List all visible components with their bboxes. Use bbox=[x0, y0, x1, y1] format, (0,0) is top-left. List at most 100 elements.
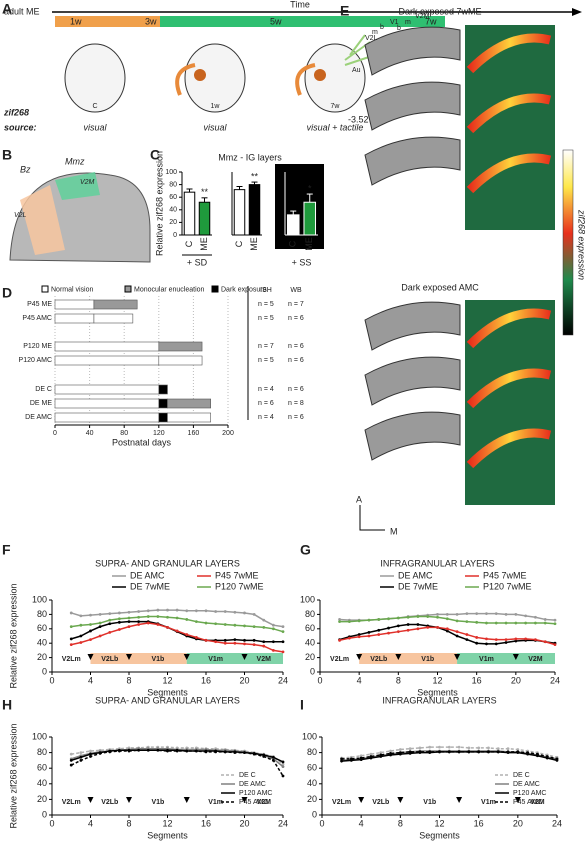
x-tick-label: 20 bbox=[239, 818, 249, 828]
legend-label: DE AMC bbox=[398, 570, 433, 580]
legend-label: DE AMC bbox=[513, 781, 540, 788]
region-label: V2Lb bbox=[101, 656, 118, 663]
point bbox=[98, 634, 102, 638]
point bbox=[194, 749, 198, 753]
point bbox=[69, 637, 73, 641]
region-label: V1b bbox=[421, 656, 434, 663]
point bbox=[416, 615, 420, 618]
point bbox=[377, 633, 381, 636]
boundary-marker bbox=[397, 797, 404, 803]
column-header: ISH bbox=[260, 287, 272, 294]
point bbox=[281, 760, 285, 764]
chart-title: SUPRA- AND GRANULAR LAYERS bbox=[95, 695, 240, 705]
panel-letter: A bbox=[2, 1, 12, 17]
point bbox=[496, 747, 500, 751]
heat-band bbox=[466, 93, 552, 134]
point bbox=[271, 759, 275, 762]
bar bbox=[286, 214, 300, 236]
point bbox=[387, 626, 390, 630]
x-tick-label: 8 bbox=[126, 818, 131, 828]
point bbox=[445, 629, 449, 633]
heat-band bbox=[466, 368, 552, 409]
point bbox=[340, 759, 343, 763]
region-label: V1m bbox=[479, 656, 494, 663]
bar bbox=[248, 184, 261, 236]
point bbox=[475, 620, 479, 624]
n-label: n = 6 bbox=[288, 386, 304, 393]
point bbox=[146, 615, 150, 618]
point bbox=[359, 756, 363, 760]
n-label: n = 8 bbox=[288, 400, 304, 407]
n-label: n = 6 bbox=[288, 343, 304, 350]
point bbox=[526, 751, 530, 754]
point bbox=[281, 630, 285, 634]
chart-title: SUPRA- AND GRANULAR LAYERS bbox=[95, 558, 240, 568]
x-tick-label: 8 bbox=[126, 675, 131, 685]
week-label: 5w bbox=[270, 16, 282, 26]
point bbox=[281, 774, 285, 778]
y-tick-label: 0 bbox=[42, 666, 47, 676]
point bbox=[271, 623, 275, 627]
point bbox=[223, 610, 227, 613]
region-label: V2L bbox=[14, 212, 27, 219]
point bbox=[127, 616, 131, 620]
point bbox=[243, 624, 246, 628]
week-label: 7w bbox=[425, 16, 437, 26]
y-tick-label: 60 bbox=[37, 623, 47, 633]
series-line bbox=[341, 751, 558, 760]
point bbox=[543, 621, 547, 625]
x-tick-label: 200 bbox=[222, 430, 234, 437]
point bbox=[214, 750, 218, 754]
region-label: V1m bbox=[208, 799, 223, 806]
legend-label: Normal vision bbox=[51, 286, 94, 293]
panel-letter: H bbox=[2, 697, 12, 713]
y-tick-label: 60 bbox=[37, 763, 47, 773]
point bbox=[175, 616, 179, 620]
segment bbox=[167, 398, 211, 409]
point bbox=[338, 620, 341, 623]
point bbox=[455, 630, 459, 634]
point bbox=[223, 638, 227, 642]
point bbox=[281, 625, 285, 629]
x-tick-label: 160 bbox=[188, 430, 200, 437]
time-label: Time bbox=[290, 0, 310, 9]
chart-title: INFRAGRANULAR LAYERS bbox=[382, 695, 496, 705]
x-tick-label: 0 bbox=[317, 675, 322, 685]
x-tick-label: 80 bbox=[120, 430, 128, 437]
point bbox=[398, 748, 402, 751]
panel-letter: F bbox=[2, 542, 11, 558]
n-label: n = 7 bbox=[288, 301, 304, 308]
head-label: C bbox=[92, 103, 97, 110]
heat-band bbox=[466, 153, 552, 194]
region-label: V2M bbox=[80, 179, 95, 186]
region-label: V2Lb bbox=[370, 656, 387, 663]
point bbox=[185, 749, 189, 753]
point bbox=[387, 631, 390, 635]
point bbox=[89, 613, 92, 617]
point bbox=[223, 623, 227, 626]
panel-letter: E bbox=[340, 3, 349, 19]
point bbox=[436, 615, 439, 619]
n-label: n = 5 bbox=[258, 301, 274, 308]
n-label: n = 7 bbox=[258, 343, 274, 350]
point bbox=[406, 615, 410, 619]
point bbox=[524, 621, 528, 625]
point bbox=[506, 747, 510, 751]
point bbox=[108, 618, 112, 622]
point bbox=[79, 634, 83, 638]
compass-label: A bbox=[356, 494, 362, 504]
point bbox=[117, 628, 121, 631]
point bbox=[281, 640, 285, 644]
point bbox=[127, 620, 131, 623]
x-tick-label: 4 bbox=[357, 675, 362, 685]
point bbox=[127, 625, 131, 629]
segment bbox=[54, 299, 95, 310]
point bbox=[455, 634, 459, 638]
compass bbox=[359, 505, 385, 531]
point bbox=[367, 631, 371, 634]
panel-b-art bbox=[9, 172, 151, 263]
side-label: Au bbox=[352, 67, 361, 74]
source-value: visual bbox=[83, 122, 107, 132]
